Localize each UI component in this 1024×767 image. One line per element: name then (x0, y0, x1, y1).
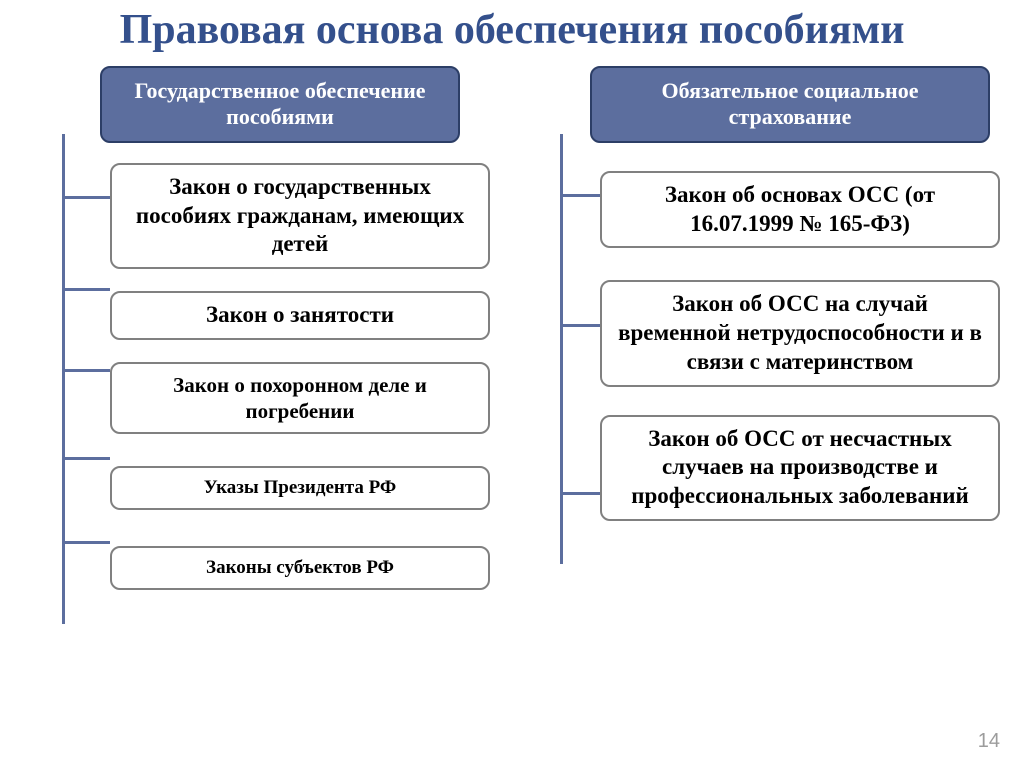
slide-title: Правовая основа обеспечения пособиями (0, 0, 1024, 66)
right-header: Обязательное социальное страхование (590, 66, 990, 143)
left-item-3-text: Указы Президента РФ (204, 477, 397, 498)
left-item-2-text: Закон о похоронном деле и погребении (173, 373, 427, 423)
left-item-0: Закон о государственных пособиях граждан… (110, 163, 490, 269)
right-item-2: Закон об ОСС от несчастных случаев на пр… (600, 415, 1000, 521)
right-item-0: Закон об основах ОСС (от 16.07.1999 № 16… (600, 171, 1000, 249)
right-item-2-text: Закон об ОСС от несчастных случаев на пр… (631, 426, 969, 509)
left-item-1-text: Закон о занятости (206, 302, 394, 327)
page-number: 14 (978, 730, 1000, 753)
right-stem (560, 134, 563, 564)
left-stem (62, 134, 65, 624)
left-header-text: Государственное обеспечение пособиями (134, 78, 425, 129)
left-item-4-text: Законы субъектов РФ (206, 557, 394, 578)
left-branch-3 (62, 457, 110, 460)
left-item-4: Законы субъектов РФ (110, 546, 490, 590)
left-branch-4 (62, 541, 110, 544)
right-column: Обязательное социальное страхование Зако… (540, 66, 1010, 590)
title-text: Правовая основа обеспечения пособиями (120, 7, 905, 53)
left-item-1: Закон о занятости (110, 291, 490, 340)
diagram-content: Государственное обеспечение пособиями За… (0, 66, 1024, 590)
left-column: Государственное обеспечение пособиями За… (30, 66, 500, 590)
left-item-2: Закон о похоронном деле и погребении (110, 362, 490, 435)
right-item-0-text: Закон об основах ОСС (от 16.07.1999 № 16… (665, 182, 935, 236)
left-branch-1 (62, 288, 110, 291)
left-branch-2 (62, 369, 110, 372)
right-branch-2 (560, 492, 600, 495)
left-item-0-text: Закон о государственных пособиях граждан… (136, 174, 464, 257)
right-branch-0 (560, 194, 600, 197)
left-branch-0 (62, 196, 110, 199)
right-item-1-text: Закон об ОСС на случай временной нетрудо… (618, 291, 982, 374)
left-header: Государственное обеспечение пособиями (100, 66, 460, 143)
right-header-text: Обязательное социальное страхование (662, 78, 919, 129)
page-number-text: 14 (978, 730, 1000, 752)
right-item-1: Закон об ОСС на случай временной нетрудо… (600, 280, 1000, 386)
right-branch-1 (560, 324, 600, 327)
left-item-3: Указы Президента РФ (110, 466, 490, 510)
